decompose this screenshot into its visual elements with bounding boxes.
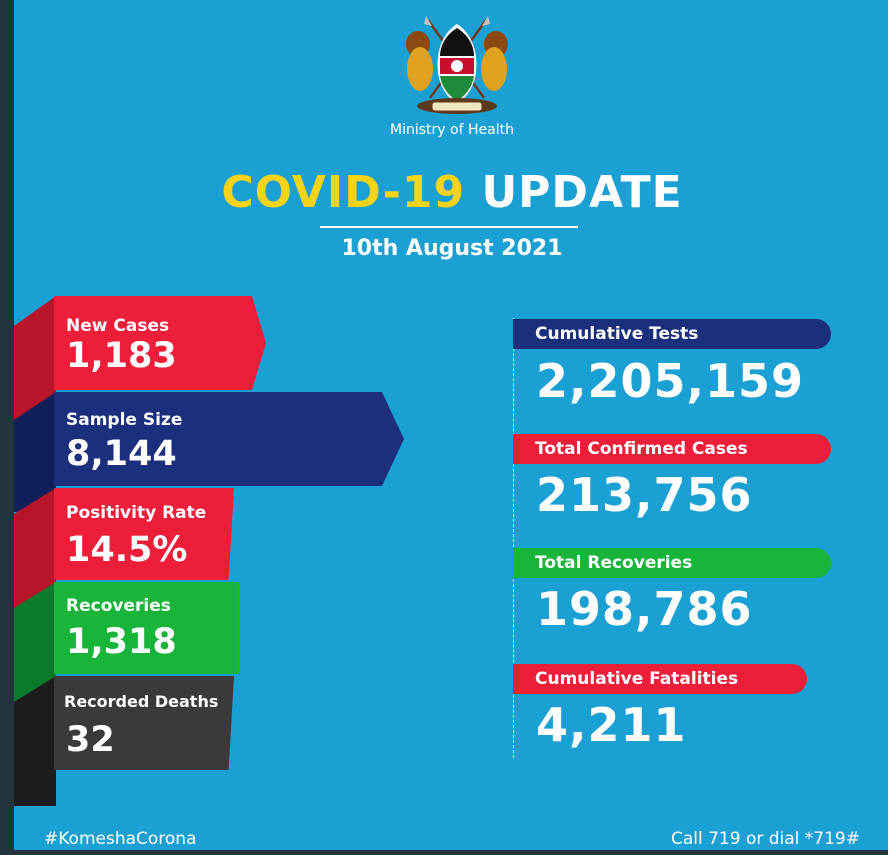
total-confirmed-cases-label: Total Confirmed Cases — [513, 434, 831, 464]
sample-size-ribbon: Sample Size 8,144 — [14, 392, 406, 512]
ribbon-fold — [14, 676, 56, 806]
recorded-deaths-value: 32 — [66, 720, 115, 760]
left-edge-strip — [0, 0, 14, 855]
recorded-deaths-ribbon: Recorded Deaths 32 — [14, 676, 234, 806]
recoveries-ribbon: Recoveries 1,318 — [14, 582, 239, 714]
title-rest: UPDATE — [481, 167, 683, 218]
bottom-edge-strip — [0, 850, 888, 855]
cumulative-fatalities-value: 4,211 — [536, 698, 687, 752]
ribbon-body — [54, 392, 404, 486]
title-highlight: COVID-19 — [221, 167, 466, 218]
sample-size-label: Sample Size — [66, 410, 183, 430]
cumulative-tests-value: 2,205,159 — [536, 354, 804, 408]
cumulative-fatalities-label: Cumulative Fatalities — [513, 664, 807, 694]
cumulative-tests-label: Cumulative Tests — [513, 319, 831, 349]
ribbon-body — [54, 296, 266, 390]
recoveries-label: Recoveries — [66, 596, 171, 616]
hashtag-label: #KomeshaCorona — [44, 829, 197, 849]
ribbon-body — [54, 582, 239, 674]
page-title: COVID-19 UPDATE — [0, 167, 888, 219]
sample-size-value: 8,144 — [66, 434, 177, 474]
dashed-divider — [513, 318, 514, 758]
ribbon-body — [54, 676, 234, 770]
total-recoveries-value: 198,786 — [536, 582, 753, 636]
total-confirmed-cases-value: 213,756 — [536, 468, 753, 522]
update-date: 10th August 2021 — [341, 236, 563, 261]
title-underline — [320, 226, 578, 228]
ministry-label: Ministry of Health — [390, 122, 514, 138]
positivity-rate-ribbon: Positivity Rate 14.5% — [14, 488, 234, 618]
new-cases-ribbon: New Cases 1,183 — [14, 296, 274, 426]
hotline-label: Call 719 or dial *719# — [670, 829, 860, 849]
ribbon-body — [54, 488, 234, 580]
recorded-deaths-label: Recorded Deaths — [64, 692, 219, 711]
new-cases-value: 1,183 — [66, 336, 177, 376]
total-recoveries-label: Total Recoveries — [513, 548, 831, 578]
positivity-rate-label: Positivity Rate — [66, 503, 207, 523]
positivity-rate-value: 14.5% — [66, 530, 188, 570]
recoveries-value: 1,318 — [66, 622, 177, 662]
kenya-coat-of-arms-icon — [406, 16, 508, 114]
new-cases-label: New Cases — [66, 316, 170, 336]
